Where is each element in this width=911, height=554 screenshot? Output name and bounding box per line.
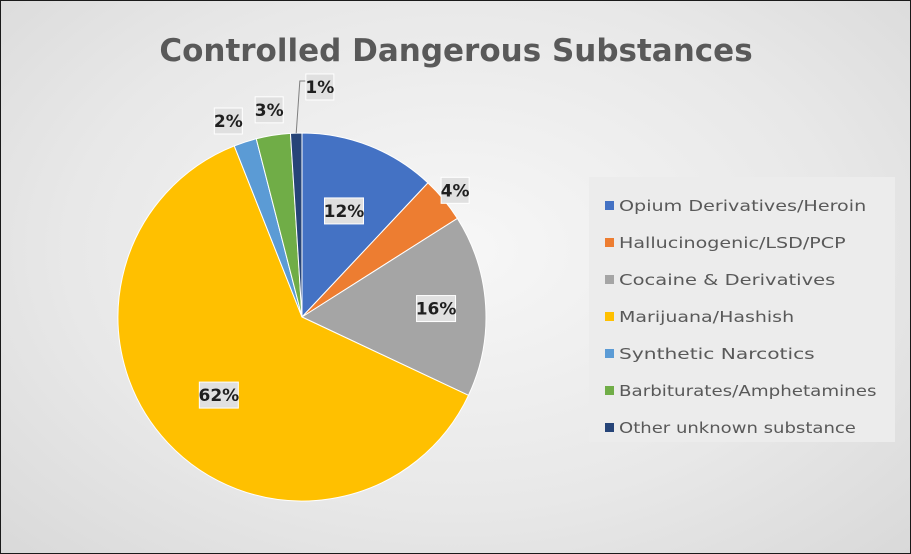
pie-slice [300,217,487,397]
legend-swatch [605,238,614,247]
pie-slice [117,145,470,502]
legend-item: Cocaine & Derivatives [605,271,835,289]
data-label-box [440,176,470,204]
data-label-box [198,381,239,409]
legend-swatch [605,423,614,432]
legend-label: Opium Derivatives/Heroin [619,197,866,215]
legend-swatch [605,349,614,358]
legend-swatch [605,386,614,395]
data-label: 16% [416,295,457,323]
data-label: 2% [213,107,243,135]
chart-title: Controlled Dangerous Substances [159,33,752,69]
legend-item: Opium Derivatives/Heroin [605,197,866,215]
data-label-text: 3% [255,101,284,121]
legend-label: Hallucinogenic/LSD/PCP [619,234,846,252]
legend-background [589,177,895,442]
legend-item: Other unknown substance [605,419,856,437]
legend-label: Synthetic Narcotics [619,345,815,363]
data-label-text: 4% [441,181,470,201]
legend-item: Marijuana/Hashish [605,308,794,326]
data-label-box [254,96,284,124]
legend-label: Barbiturates/Amphetamines [619,382,877,400]
data-label: 1% [305,73,335,101]
pie-slice [301,132,429,319]
legend-label: Cocaine & Derivatives [619,271,835,289]
data-label-text: 12% [324,202,365,222]
leader-line [295,80,306,134]
legend-swatch [605,312,614,321]
legend-swatch [605,275,614,284]
data-label-box [323,197,364,225]
data-label-text: 62% [198,386,239,406]
legend-swatch [605,201,614,210]
data-label: 3% [254,96,284,124]
data-label-box [213,107,243,135]
data-label-text: 1% [305,78,334,98]
legend-item: Synthetic Narcotics [605,345,815,363]
legend-item: Hallucinogenic/LSD/PCP [605,234,846,252]
data-label-box [305,73,335,101]
legend-item: Barbiturates/Amphetamines [605,382,877,400]
legend-label: Other unknown substance [619,419,856,437]
data-label-text: 2% [214,112,243,132]
legend-label: Marijuana/Hashish [619,308,794,326]
data-label: 4% [440,176,470,204]
data-label-text: 16% [416,300,457,320]
data-label: 62% [198,381,239,409]
data-label: 12% [323,197,365,225]
data-label-box [416,295,457,323]
